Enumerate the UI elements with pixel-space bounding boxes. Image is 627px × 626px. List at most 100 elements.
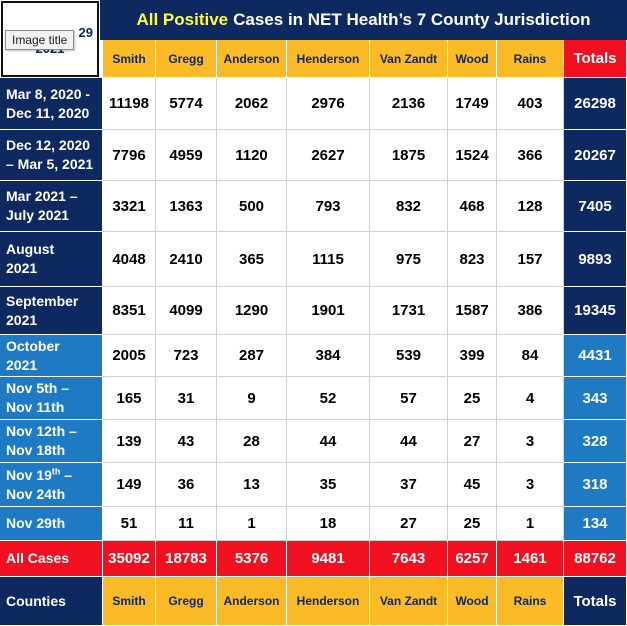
cell: 403: [497, 78, 564, 130]
table-row: Mar 8, 2020 - Dec 11, 2020 11198 5774 206…: [0, 78, 627, 130]
cell: 975: [370, 232, 448, 287]
table-row: Nov 12th – Nov 18th 139 43 28 44 44 27 3 …: [0, 420, 627, 463]
cell: 7643: [370, 541, 448, 577]
cell: 11: [156, 507, 217, 541]
cell: 2136: [370, 78, 448, 130]
cell: 5376: [217, 541, 287, 577]
header-totals: Totals: [564, 40, 627, 78]
row-total: 9893: [564, 232, 627, 287]
cell: 5774: [156, 78, 217, 130]
cell: 2062: [217, 78, 287, 130]
cell: 51: [103, 507, 156, 541]
header-wood: Wood: [448, 40, 497, 78]
cell: 386: [497, 287, 564, 335]
cell: 25: [448, 507, 497, 541]
row-total: 26298: [564, 78, 627, 130]
row-total: 19345: [564, 287, 627, 335]
cell: 1731: [370, 287, 448, 335]
cell: 128: [497, 181, 564, 232]
row-label: October 2021: [0, 335, 103, 377]
footer-row: Counties Smith Gregg Anderson Henderson …: [0, 577, 627, 626]
cell: 7796: [103, 130, 156, 181]
cell: 2410: [156, 232, 217, 287]
date-line-1: 29: [78, 25, 93, 40]
cell: 468: [448, 181, 497, 232]
cell: 3321: [103, 181, 156, 232]
cell: 27: [448, 420, 497, 463]
header-row: Smith Gregg Anderson Henderson Van Zandt…: [0, 40, 627, 78]
cell: 9: [217, 377, 287, 420]
cell: 13: [217, 463, 287, 507]
table-row: Mar 2021 – July 2021 3321 1363 500 793 83…: [0, 181, 627, 232]
cell: 44: [370, 420, 448, 463]
cell: 384: [287, 335, 370, 377]
cell: 36: [156, 463, 217, 507]
cell: 723: [156, 335, 217, 377]
cell: 1524: [448, 130, 497, 181]
table-row: Dec 12, 2020– Mar 5, 2021 7796 4959 1120…: [0, 130, 627, 181]
header-corner: [0, 40, 103, 78]
header-van-zandt: Van Zandt: [370, 40, 448, 78]
cell: 8351: [103, 287, 156, 335]
cell: 25: [448, 377, 497, 420]
header-anderson: Anderson: [217, 40, 287, 78]
row-label: September 2021: [0, 287, 103, 335]
row-total: 318: [564, 463, 627, 507]
cell: 35092: [103, 541, 156, 577]
cell: 27: [370, 507, 448, 541]
cell: 832: [370, 181, 448, 232]
cell: 365: [217, 232, 287, 287]
table-title: All Positive Cases in NET Health’s 7 Cou…: [100, 0, 627, 40]
cell: 157: [497, 232, 564, 287]
cell: 31: [156, 377, 217, 420]
cell: 139: [103, 420, 156, 463]
cell: 149: [103, 463, 156, 507]
row-label: Nov 29th: [0, 507, 103, 541]
footer-totals: Totals: [564, 577, 627, 626]
row-label: Mar 8, 2020 - Dec 11, 2020: [0, 78, 103, 130]
cell: 500: [217, 181, 287, 232]
table-row: Nov 19th – Nov 24th 149 36 13 35 37 45 3 …: [0, 463, 627, 507]
row-total: 134: [564, 507, 627, 541]
footer-wood: Wood: [448, 577, 497, 626]
all-cases-label: All Cases: [0, 541, 103, 577]
cell: 2627: [287, 130, 370, 181]
cell: 4099: [156, 287, 217, 335]
row-label: Nov 5th – Nov 11th: [0, 377, 103, 420]
row-label: Dec 12, 2020– Mar 5, 2021: [0, 130, 103, 181]
cell: 45: [448, 463, 497, 507]
cell: 4: [497, 377, 564, 420]
cell: 165: [103, 377, 156, 420]
grand-total: 88762: [564, 541, 627, 577]
cell: 1461: [497, 541, 564, 577]
cell: 43: [156, 420, 217, 463]
row-label: Mar 2021 – July 2021: [0, 181, 103, 232]
footer-henderson: Henderson: [287, 577, 370, 626]
cell: 18783: [156, 541, 217, 577]
footer-anderson: Anderson: [217, 577, 287, 626]
row-total: 343: [564, 377, 627, 420]
cell: 1290: [217, 287, 287, 335]
table-row: Nov 5th – Nov 11th 165 31 9 52 57 25 4 34…: [0, 377, 627, 420]
image-title-tooltip: Image title: [5, 30, 75, 50]
header-henderson: Henderson: [287, 40, 370, 78]
cell: 4959: [156, 130, 217, 181]
cell: 1901: [287, 287, 370, 335]
cell: 793: [287, 181, 370, 232]
cell: 287: [217, 335, 287, 377]
title-highlight: All Positive: [136, 10, 229, 29]
table-row: September 2021 8351 4099 1290 1901 1731 1…: [0, 287, 627, 335]
cell: 11198: [103, 78, 156, 130]
cell: 3: [497, 463, 564, 507]
cell: 28: [217, 420, 287, 463]
cell: 1749: [448, 78, 497, 130]
row-label: Nov 19th – Nov 24th: [0, 463, 103, 507]
footer-gregg: Gregg: [156, 577, 217, 626]
cell: 1115: [287, 232, 370, 287]
cell: 37: [370, 463, 448, 507]
row-total: 4431: [564, 335, 627, 377]
cell: 823: [448, 232, 497, 287]
table-row: Nov 29th 51 11 1 18 27 25 1 134: [0, 507, 627, 541]
row-total: 7405: [564, 181, 627, 232]
cell: 4048: [103, 232, 156, 287]
